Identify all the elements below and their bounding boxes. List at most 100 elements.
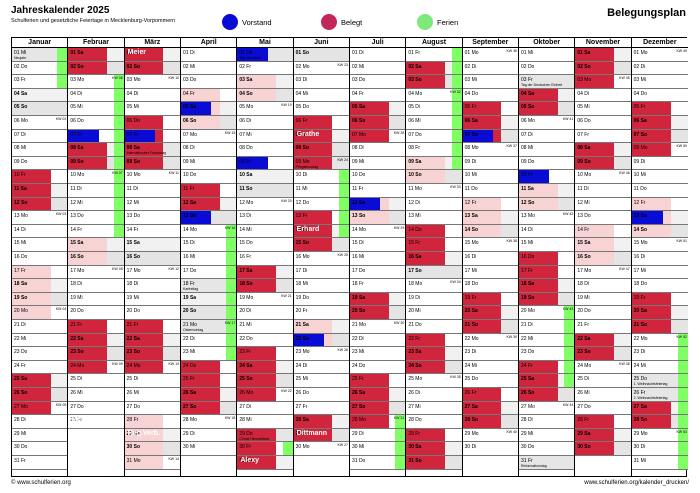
day-cell[interactable]: 08 Mo KW 50 bbox=[631, 143, 688, 157]
day-cell[interactable]: 17 Sa bbox=[237, 265, 293, 280]
day-cell[interactable]: 27 Do bbox=[575, 401, 631, 416]
day-cell[interactable]: 20 Di bbox=[237, 306, 293, 320]
day-cell[interactable]: 07 Di bbox=[12, 129, 68, 144]
day-cell[interactable]: 05 Fr bbox=[631, 102, 688, 116]
day-cell[interactable]: 22 Mi bbox=[12, 333, 68, 348]
day-cell[interactable]: 06 Sa bbox=[631, 116, 688, 130]
day-cell[interactable]: 24 Mo KW 48 bbox=[575, 360, 631, 375]
day-cell[interactable]: 21 Mo KW 17 Ostermontag bbox=[181, 320, 237, 334]
day-cell[interactable]: 25 Do 1. Weihnachtsfeiertag bbox=[631, 374, 688, 388]
day-cell[interactable]: 19 Mi bbox=[124, 292, 180, 307]
day-cell[interactable]: 18 So bbox=[237, 279, 293, 293]
day-cell[interactable]: 12 Mi bbox=[575, 197, 631, 212]
day-cell[interactable]: 29 So Dittmann bbox=[293, 428, 349, 443]
day-cell[interactable]: 21 Mo KW 30 bbox=[350, 320, 406, 334]
day-cell[interactable]: 24 Mi bbox=[631, 360, 688, 375]
day-cell[interactable]: 07 Di bbox=[519, 129, 575, 144]
day-cell[interactable]: 11 Sa bbox=[519, 184, 575, 198]
day-cell[interactable]: 30 So bbox=[124, 442, 180, 456]
day-cell[interactable]: 25 Do bbox=[462, 374, 518, 388]
day-cell[interactable]: 13 Fr bbox=[293, 211, 349, 225]
day-cell[interactable]: 13 So bbox=[181, 211, 237, 225]
day-cell[interactable]: 17 Di bbox=[293, 265, 349, 280]
day-cell[interactable]: 15 Mi bbox=[12, 238, 68, 252]
day-cell[interactable]: 03 Sa bbox=[237, 75, 293, 89]
day-cell[interactable]: 09 So bbox=[124, 156, 180, 171]
day-cell[interactable]: 29 Mo KW 53 bbox=[631, 428, 688, 443]
day-cell[interactable]: 19 So bbox=[12, 292, 68, 307]
day-cell[interactable]: 20 Fr bbox=[293, 306, 349, 320]
day-cell[interactable]: 19 Sa bbox=[181, 292, 237, 307]
day-cell[interactable]: 12 Mi bbox=[124, 197, 180, 212]
day-cell[interactable]: 10 Fr bbox=[519, 170, 575, 184]
day-cell[interactable]: 14 Mi bbox=[237, 224, 293, 239]
day-cell[interactable]: 21 Do bbox=[406, 320, 462, 334]
day-cell[interactable]: 10 Mo KW 46 bbox=[575, 170, 631, 184]
day-cell[interactable]: 12 Sa bbox=[350, 197, 406, 212]
day-cell[interactable]: 20 So bbox=[181, 306, 237, 320]
day-cell[interactable]: 05 So bbox=[12, 102, 68, 116]
day-cell[interactable]: 28 Di bbox=[12, 415, 68, 429]
day-cell[interactable]: 10 Di bbox=[293, 170, 349, 184]
day-cell[interactable]: 17 Fr bbox=[519, 265, 575, 280]
day-cell[interactable]: 10 Mo KW 07 bbox=[68, 170, 124, 184]
day-cell[interactable]: 17 Mi bbox=[462, 265, 518, 280]
day-cell[interactable]: 21 So bbox=[631, 320, 688, 334]
day-cell[interactable]: 20 So bbox=[350, 306, 406, 320]
day-cell[interactable]: 15 Fr bbox=[406, 238, 462, 252]
day-cell[interactable]: 03 Mi bbox=[462, 75, 518, 89]
day-cell[interactable]: 17 Mo KW 12 bbox=[124, 265, 180, 280]
day-cell[interactable]: 04 Mi bbox=[293, 88, 349, 103]
day-cell[interactable]: 04 Di bbox=[68, 88, 124, 103]
day-cell[interactable]: 15 Di bbox=[181, 238, 237, 252]
day-cell[interactable]: 20 Do bbox=[68, 306, 124, 320]
day-cell[interactable]: 08 Sa bbox=[68, 143, 124, 157]
day-cell[interactable]: 14 Sa Erhard bbox=[293, 224, 349, 239]
day-cell[interactable]: 01 Mo KW 36 bbox=[462, 48, 518, 62]
day-cell[interactable]: 01 Mo KW 49 bbox=[631, 48, 688, 62]
day-cell[interactable]: 12 Fr bbox=[631, 197, 688, 212]
day-cell[interactable]: 16 Mi bbox=[181, 252, 237, 266]
day-cell[interactable]: 30 Mo KW 27 bbox=[293, 442, 349, 456]
day-cell[interactable]: 28 Mo KW 18 bbox=[181, 415, 237, 429]
day-cell[interactable]: 03 Di bbox=[293, 75, 349, 89]
day-cell[interactable]: 19 Mi bbox=[575, 292, 631, 307]
day-cell[interactable]: 05 So bbox=[519, 102, 575, 116]
day-cell[interactable]: 31 Mi bbox=[631, 456, 688, 470]
day-cell[interactable]: 09 Mi bbox=[350, 156, 406, 171]
day-cell[interactable]: 30 Sa bbox=[406, 442, 462, 456]
day-cell[interactable]: 16 Sa bbox=[406, 252, 462, 266]
day-cell[interactable]: 09 Mi bbox=[181, 156, 237, 171]
day-cell[interactable]: 24 Sa bbox=[237, 360, 293, 375]
day-cell[interactable]: 22 So bbox=[293, 333, 349, 348]
day-cell[interactable]: 10 Do bbox=[350, 170, 406, 184]
day-cell[interactable]: 08 Di bbox=[350, 143, 406, 157]
day-cell[interactable]: 11 Mi bbox=[293, 184, 349, 198]
day-cell[interactable]: 11 Di bbox=[68, 184, 124, 198]
day-cell[interactable]: 23 Mi bbox=[350, 347, 406, 361]
day-cell[interactable]: 13 Sa bbox=[631, 211, 688, 225]
day-cell[interactable]: 27 Do bbox=[124, 401, 180, 416]
day-cell[interactable]: 11 Di bbox=[575, 184, 631, 198]
day-cell[interactable]: 26 So bbox=[12, 388, 68, 402]
day-cell[interactable]: 01 Mi Neujahr bbox=[12, 48, 68, 62]
day-cell[interactable]: 07 Fr bbox=[124, 129, 180, 144]
day-cell[interactable]: 30 So bbox=[575, 442, 631, 456]
day-cell[interactable]: 21 Mi bbox=[237, 320, 293, 334]
day-cell[interactable]: 09 Sa bbox=[406, 156, 462, 171]
day-cell[interactable]: 01 Di bbox=[350, 48, 406, 62]
day-cell[interactable]: 18 Di bbox=[68, 279, 124, 293]
day-cell[interactable]: 21 Di bbox=[12, 320, 68, 334]
day-cell[interactable]: 16 So bbox=[575, 252, 631, 266]
day-cell[interactable]: 03 Do bbox=[350, 75, 406, 89]
day-cell[interactable]: 16 Di bbox=[462, 252, 518, 266]
day-cell[interactable]: 25 Di bbox=[124, 374, 180, 388]
day-cell[interactable]: 15 Di bbox=[350, 238, 406, 252]
day-cell[interactable]: 15 Mo KW 51 bbox=[631, 238, 688, 252]
day-cell[interactable]: 27 Fr bbox=[293, 401, 349, 416]
day-cell[interactable]: 08 Sa bbox=[575, 143, 631, 157]
day-cell[interactable]: 19 Mo KW 21 bbox=[237, 292, 293, 307]
day-cell[interactable]: 01 Fr bbox=[406, 48, 462, 62]
day-cell[interactable]: 10 Mo KW 11 bbox=[124, 170, 180, 184]
day-cell[interactable]: 12 Fr bbox=[462, 197, 518, 212]
